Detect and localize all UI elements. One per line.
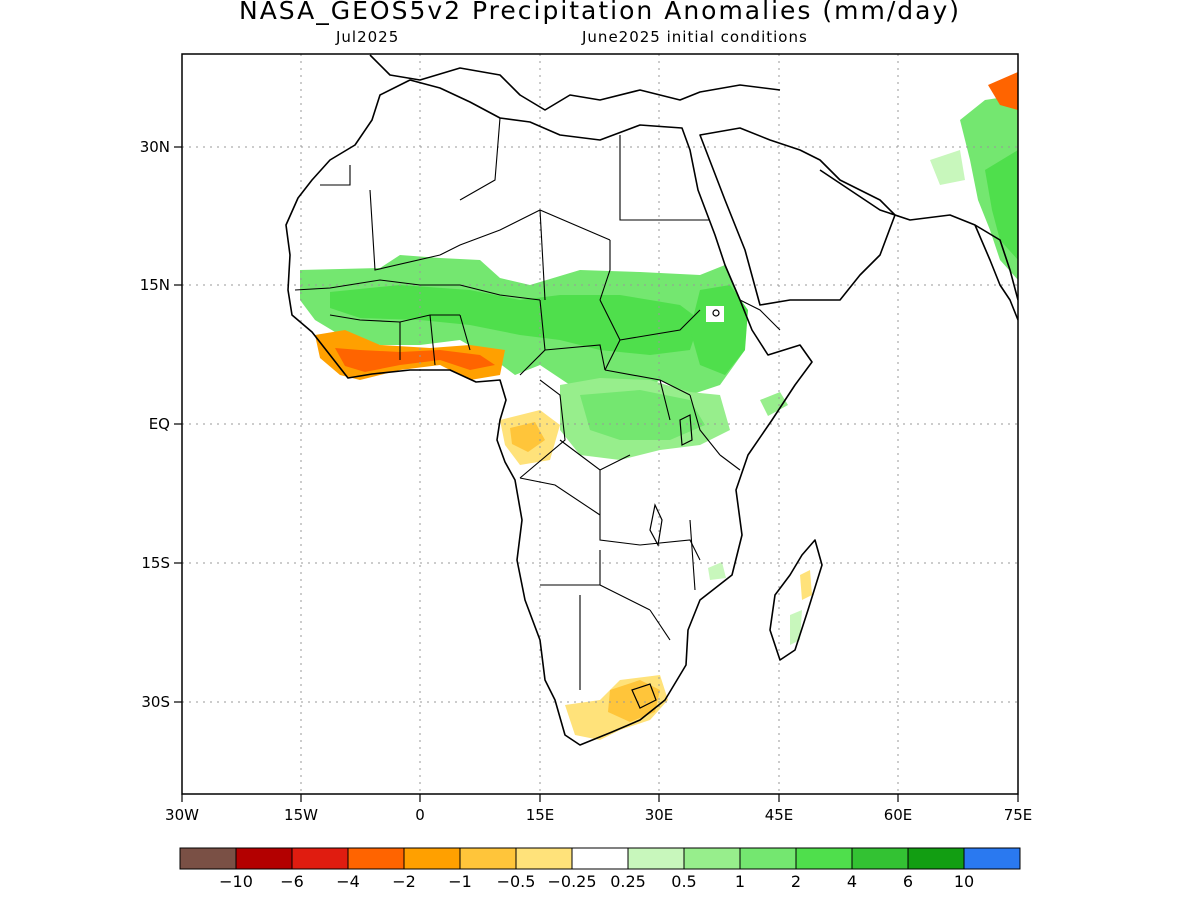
anomaly-horn bbox=[760, 392, 788, 416]
colorbar-label: −6 bbox=[280, 872, 304, 891]
colorbar-label: −2 bbox=[392, 872, 416, 891]
lat-tick-label: 30S bbox=[141, 693, 170, 711]
colorbar-swatch bbox=[963, 847, 1021, 870]
colorbar-label: −1 bbox=[448, 872, 472, 891]
anomaly-himalaya bbox=[988, 72, 1018, 110]
colorbar-label: 0.25 bbox=[610, 872, 646, 891]
lon-tick-label: 30W bbox=[165, 806, 199, 824]
colorbar-swatch bbox=[683, 847, 741, 870]
lat-tick-label: 15N bbox=[140, 276, 170, 294]
colorbar-swatch bbox=[235, 847, 293, 870]
anomaly-arabia-east bbox=[930, 150, 965, 185]
anomaly-guinea-coast-core bbox=[335, 348, 495, 372]
anomaly-gabon-coast-core bbox=[510, 422, 545, 452]
anomaly-madagascar-green bbox=[790, 610, 802, 645]
colorbar-swatch bbox=[795, 847, 853, 870]
lon-axis-labels: 30W 15W 0 15E 30E 45E 60E 75E bbox=[165, 806, 1032, 824]
lon-tick-label: 30E bbox=[645, 806, 674, 824]
lon-tick-label: 15E bbox=[526, 806, 555, 824]
anomaly-fields bbox=[300, 72, 1018, 740]
lat-tick-label: EQ bbox=[149, 415, 170, 433]
lon-tick-label: 60E bbox=[884, 806, 913, 824]
iran-coastline bbox=[819, 169, 1018, 301]
colorbar-swatch bbox=[627, 847, 685, 870]
initial-conditions: June2025 initial conditions bbox=[582, 28, 808, 46]
lon-tick-label: 45E bbox=[765, 806, 794, 824]
coastlines bbox=[285, 54, 1018, 746]
anomaly-mozambique bbox=[708, 562, 726, 580]
lon-tick-label: 75E bbox=[1004, 806, 1033, 824]
colorbar-swatch bbox=[907, 847, 965, 870]
valid-month: Jul2025 bbox=[336, 28, 400, 46]
colorbar-label: 0.5 bbox=[671, 872, 696, 891]
anomaly-congo-core bbox=[580, 390, 705, 440]
lat-tick-label: 30N bbox=[140, 138, 170, 156]
lat-tick-label: 15S bbox=[141, 554, 170, 572]
colorbar-swatch bbox=[515, 847, 573, 870]
anomaly-south-asia-core bbox=[985, 150, 1018, 260]
lake-contours bbox=[631, 309, 720, 709]
lon-tick-label: 0 bbox=[415, 806, 425, 824]
colorbar: −10 −6 −4 −2 −1 −0.5 −0.25 0.25 0.5 1 2 4 6 10 bbox=[179, 847, 1021, 891]
colorbar-swatch bbox=[459, 847, 517, 870]
colorbar-swatch bbox=[291, 847, 349, 870]
colorbar-label: 6 bbox=[903, 872, 913, 891]
anomaly-south-africa-core bbox=[608, 680, 660, 722]
anomaly-madagascar bbox=[800, 570, 812, 600]
colorbar-swatch bbox=[571, 847, 629, 870]
chart-title: NASA_GEOS5v2 Precipitation Anomalies (mm… bbox=[239, 0, 961, 25]
africa-coastline bbox=[285, 79, 813, 746]
colorbar-swatch bbox=[403, 847, 461, 870]
colorbar-swatch bbox=[851, 847, 909, 870]
colorbar-swatch bbox=[179, 847, 237, 870]
colorbar-swatch bbox=[739, 847, 797, 870]
colorbar-label: 2 bbox=[791, 872, 801, 891]
madagascar-coastline bbox=[769, 539, 823, 661]
colorbar-label: −0.25 bbox=[547, 872, 596, 891]
lon-tick-label: 15W bbox=[284, 806, 318, 824]
colorbar-swatch bbox=[347, 847, 405, 870]
europe-coastline bbox=[369, 54, 781, 111]
colorbar-label: −4 bbox=[336, 872, 360, 891]
lat-axis-labels: 30N 15N EQ 15S 30S bbox=[140, 138, 170, 711]
axis-ticks bbox=[174, 146, 1019, 802]
colorbar-label: −10 bbox=[219, 872, 253, 891]
colorbar-label: 4 bbox=[847, 872, 857, 891]
india-coastline bbox=[974, 224, 1018, 321]
anomaly-sahel-core bbox=[330, 285, 700, 355]
colorbar-label: 10 bbox=[954, 872, 974, 891]
anomaly-ethiopia bbox=[690, 285, 748, 375]
grid-lines bbox=[182, 54, 1018, 794]
colorbar-label: −0.5 bbox=[497, 872, 536, 891]
colorbar-label: 1 bbox=[735, 872, 745, 891]
